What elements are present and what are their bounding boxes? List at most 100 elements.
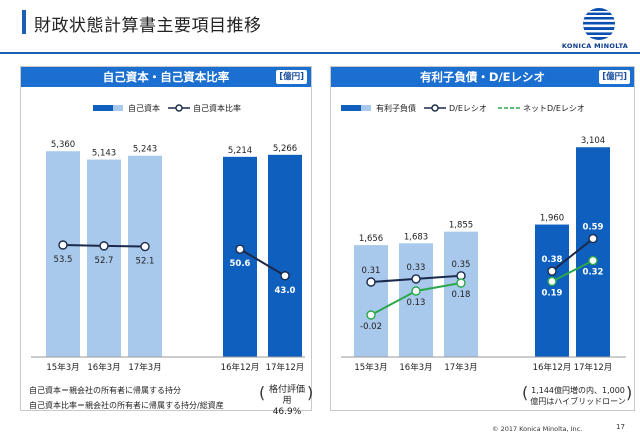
equity-rating-note: 格付評価用 46.9% (265, 385, 309, 418)
legend-marker (431, 104, 439, 112)
legend-swatch-bar-light (113, 105, 123, 111)
debt-hybrid-note-line2: 億円はハイブリッドローン (530, 397, 626, 406)
debt-panel: 有利子負債・D/Eレシオ [億円] 有利子負債 D/Eレシオ ネットD/Eレシオ 1,… (330, 66, 635, 411)
debt-chart: 有利子負債 D/Eレシオ ネットD/Eレシオ 1,656 15年3月 1,683 16年3月… (341, 103, 626, 373)
x-tick-label: 17年3月 (444, 362, 477, 373)
line-value-label: 0.33 (407, 263, 426, 273)
bar-value-label: 5,143 (92, 149, 116, 159)
equity-panel-title: 自己資本・自己資本比率 (102, 70, 230, 84)
line-value-label: 0.18 (452, 290, 471, 300)
bar-value-label: 3,104 (581, 136, 605, 146)
line-value-label: 0.38 (542, 255, 563, 265)
bar-value-label: 1,683 (404, 232, 428, 242)
line-point (456, 278, 466, 288)
line-value-label: 0.13 (407, 298, 426, 308)
equity-note-1: 自己資本＝親会社の所有者に帰属する持分 (29, 386, 181, 395)
equity-rating-value: 46.9% (272, 407, 302, 417)
equity-bracket-close: ) (307, 383, 314, 402)
line-value-label: 50.6 (230, 259, 251, 269)
x-tick-label: 15年3月 (354, 362, 387, 373)
line-point (140, 241, 150, 252)
x-tick-label: 17年12月 (266, 362, 305, 373)
series-line (551, 237, 594, 272)
line-point (588, 233, 598, 244)
line-point (547, 266, 557, 276)
bar-value-label: 1,656 (359, 234, 383, 244)
legend-swatch-bar-light (361, 105, 371, 111)
line-value-label: 53.5 (54, 255, 73, 265)
bar-value-label: 5,214 (228, 146, 252, 156)
equity-panel-header (21, 67, 311, 87)
debt-hybrid-note-line1: 1,144億円増の内、1,000 (531, 386, 625, 395)
page-number: 17 (616, 423, 625, 431)
title-divider (0, 52, 640, 54)
legend-swatch-bar (93, 105, 113, 111)
line-point (99, 241, 109, 251)
line-value-label: 52.1 (136, 257, 155, 267)
line-point (366, 277, 376, 287)
legend-marker (175, 104, 183, 112)
line-value-label: 43.0 (275, 286, 296, 296)
bar (128, 155, 162, 357)
debt-hybrid-note: 1,144億円増の内、1,000 億円はハイブリッドローン (528, 385, 628, 407)
legend-label: D/Eレシオ (449, 104, 487, 113)
bar-value-label: 5,243 (133, 145, 157, 155)
bar (535, 224, 569, 357)
line-point (280, 271, 290, 281)
line-value-label: 0.31 (362, 266, 381, 276)
bar (354, 245, 388, 357)
line-point (411, 274, 421, 284)
x-tick-label: 15年3月 (46, 362, 79, 373)
konica-minolta-logo-icon (583, 8, 615, 40)
bar (268, 154, 302, 357)
debt-panel-title: 有利子負債・D/Eレシオ (419, 70, 546, 84)
legend-swatch-bar (341, 105, 361, 111)
legend-label: ネットD/Eレシオ (523, 104, 585, 113)
equity-note-2: 自己資本比率＝親会社の所有者に帰属する持分/総資産 (29, 401, 224, 410)
equity-panel: 自己資本・自己資本比率 [億円] 自己資本 自己資本比率 5,360 15年3月 5,1… (20, 66, 314, 417)
line-value-label: 0.35 (452, 260, 471, 270)
line-point (547, 276, 557, 287)
line-point (366, 310, 376, 320)
bar (399, 243, 433, 357)
equity-chart: 自己資本 自己資本比率 5,360 15年3月 5,143 16年3月 5,243 17年3月… (31, 103, 305, 373)
debt-unit-badge: [億円] (599, 70, 630, 84)
line-value-label: -0.02 (360, 322, 382, 332)
logo-wordmark: KONICA MINOLTA (561, 42, 629, 50)
x-tick-label: 16年12月 (221, 362, 260, 373)
bar (576, 147, 610, 357)
equity-unit-badge: [億円] (276, 70, 307, 84)
equity-rating-label: 格付評価用 (268, 385, 305, 406)
bar-value-label: 1,855 (449, 221, 473, 231)
line-point (411, 286, 421, 296)
copyright: © 2017 Konica Minolta, Inc. (492, 425, 583, 433)
legend-label: 有利子負債 (376, 103, 416, 113)
title-accent-bar (22, 10, 26, 34)
series-line (551, 259, 594, 283)
series-line (239, 248, 286, 277)
bar (87, 159, 121, 357)
line-point (588, 255, 598, 266)
x-tick-label: 16年3月 (399, 362, 432, 373)
bar (46, 151, 80, 357)
debt-bracket-open: ( (522, 383, 529, 402)
equity-bracket-open: ( (259, 383, 266, 402)
debt-panel-header (331, 67, 634, 87)
line-point (235, 244, 245, 254)
x-tick-label: 17年12月 (574, 362, 613, 373)
line-value-label: 52.7 (95, 256, 114, 266)
page-title: 財政状態計算書主要項目推移 (34, 16, 262, 36)
bar-value-label: 1,960 (540, 214, 564, 224)
legend-label: 自己資本比率 (193, 103, 241, 113)
line-point (58, 240, 68, 250)
line-value-label: 0.32 (583, 268, 604, 278)
bar (444, 231, 478, 357)
line-value-label: 0.59 (583, 223, 604, 233)
x-tick-label: 16年3月 (87, 362, 120, 373)
legend-label: 自己資本 (128, 103, 160, 113)
line-value-label: 0.19 (542, 288, 563, 298)
bar-value-label: 5,266 (273, 144, 297, 154)
x-tick-label: 16年12月 (533, 362, 572, 373)
x-tick-label: 17年3月 (128, 362, 161, 373)
bar-value-label: 5,360 (51, 140, 75, 150)
